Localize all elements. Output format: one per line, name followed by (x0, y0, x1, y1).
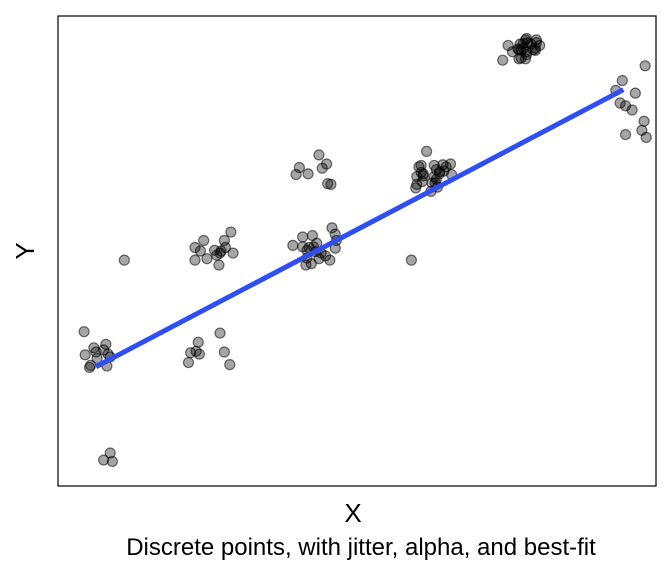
data-point (629, 87, 641, 99)
data-point (227, 247, 239, 259)
data-point (90, 346, 102, 358)
data-point (302, 168, 314, 180)
data-point (316, 162, 328, 174)
data-point (189, 254, 201, 266)
y-axis-title: Y (10, 242, 40, 259)
data-point (225, 226, 237, 238)
data-point (506, 46, 519, 58)
data-point (100, 338, 112, 350)
data-point (324, 254, 336, 266)
data-point (326, 222, 338, 234)
data-point (189, 241, 201, 254)
data-point (639, 60, 651, 72)
data-point (118, 254, 130, 266)
data-point (287, 239, 299, 251)
data-point (214, 327, 226, 339)
data-point (98, 454, 110, 466)
data-point (224, 359, 236, 371)
data-point (411, 178, 423, 190)
data-point (192, 336, 204, 348)
data-point (218, 234, 230, 247)
data-point (640, 131, 652, 143)
data-point (428, 159, 440, 172)
data-point (78, 326, 90, 338)
data-point (106, 455, 118, 468)
data-point (614, 97, 626, 109)
data-point (322, 178, 334, 190)
data-point (201, 253, 213, 265)
figure-caption: Discrete points, with jitter, alpha, and… (126, 534, 596, 561)
data-point (85, 359, 97, 371)
data-point (313, 149, 325, 161)
data-point (290, 168, 302, 181)
data-point (415, 166, 427, 179)
data-points (78, 32, 652, 468)
best-fit-line (94, 87, 625, 369)
data-point (297, 231, 309, 243)
data-point (626, 104, 638, 116)
data-point (218, 346, 230, 358)
data-point (182, 356, 195, 369)
data-point (517, 42, 529, 54)
data-point (521, 48, 533, 61)
plot-background (57, 15, 657, 487)
data-point (529, 44, 541, 56)
data-point (198, 234, 210, 247)
data-point (405, 254, 417, 266)
data-point (194, 245, 207, 257)
data-point (638, 115, 650, 127)
data-point (497, 54, 509, 66)
data-point (616, 74, 628, 87)
data-point (313, 253, 325, 265)
data-point (438, 165, 450, 177)
data-point (521, 32, 533, 45)
data-point (213, 259, 225, 271)
data-point (420, 145, 433, 157)
x-axis-title: X (344, 498, 361, 528)
data-point (519, 53, 532, 65)
data-point (619, 128, 632, 141)
data-point (79, 349, 91, 361)
data-point (430, 173, 442, 186)
data-point (444, 158, 457, 170)
data-point (193, 348, 205, 360)
data-point (211, 249, 223, 261)
data-point (306, 229, 319, 242)
data-point (104, 447, 116, 459)
